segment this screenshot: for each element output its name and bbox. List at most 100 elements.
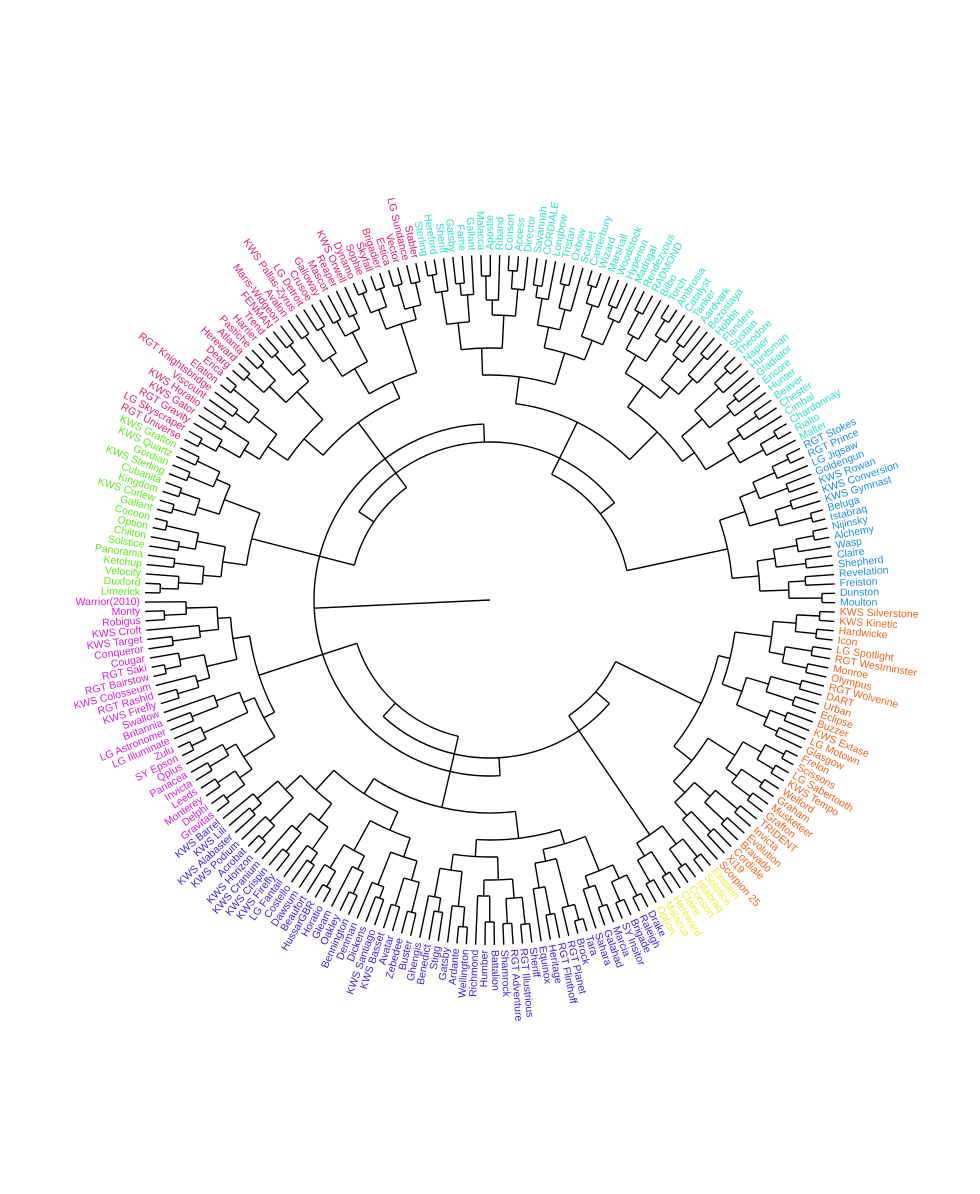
branch <box>806 564 834 569</box>
branch <box>164 613 187 616</box>
branch <box>602 319 615 346</box>
branch <box>165 481 182 489</box>
branch <box>329 844 345 869</box>
leaf-label: Director <box>522 214 538 252</box>
branch <box>682 331 708 363</box>
branch <box>788 482 815 493</box>
branch <box>626 548 728 572</box>
branch <box>714 789 738 810</box>
branch <box>545 912 555 916</box>
branch <box>771 458 789 468</box>
branch <box>306 844 318 854</box>
leaf-label: Malacca <box>474 211 487 251</box>
branch <box>532 258 538 286</box>
branch <box>179 491 201 500</box>
branch <box>693 781 711 797</box>
branch <box>379 272 386 288</box>
branch <box>470 255 475 295</box>
branch <box>298 369 310 382</box>
branch <box>672 344 681 355</box>
branch <box>731 768 742 784</box>
branch <box>344 286 358 314</box>
branch <box>365 896 377 923</box>
branch <box>165 665 182 670</box>
branch <box>528 923 533 943</box>
branch <box>280 325 294 343</box>
branch <box>551 473 628 571</box>
branch <box>181 749 195 757</box>
branch <box>629 431 658 461</box>
branch <box>373 899 385 926</box>
branch <box>739 805 758 820</box>
branch <box>251 349 265 363</box>
branch <box>606 904 615 923</box>
branch <box>682 838 698 858</box>
branch <box>779 516 812 527</box>
branch <box>747 799 763 813</box>
branch <box>391 381 401 399</box>
branch <box>353 820 371 851</box>
branch <box>318 803 333 821</box>
branch <box>660 357 679 381</box>
branch <box>626 874 638 896</box>
branch <box>505 898 509 924</box>
leaf-label: Monty <box>111 605 141 618</box>
branch <box>541 259 548 287</box>
branch <box>721 683 743 692</box>
branch <box>694 387 720 411</box>
branch <box>358 291 368 296</box>
branch <box>352 314 361 329</box>
branch <box>197 506 220 515</box>
branch <box>796 614 820 617</box>
branch <box>610 881 621 902</box>
branch <box>174 562 205 568</box>
branch <box>256 780 279 800</box>
branch <box>222 793 254 820</box>
branch <box>234 770 246 786</box>
branch <box>677 868 689 883</box>
branch <box>149 652 179 659</box>
branch <box>801 679 825 687</box>
branch <box>559 309 566 331</box>
branch <box>215 691 240 702</box>
branch <box>311 826 329 850</box>
branch <box>784 719 810 732</box>
branch <box>535 285 539 298</box>
branch <box>319 299 334 324</box>
branch <box>216 607 220 630</box>
branch <box>776 562 806 568</box>
branch <box>146 624 200 631</box>
branch <box>521 897 526 925</box>
branch <box>474 895 479 945</box>
branch <box>819 610 835 613</box>
branch <box>457 322 462 350</box>
branch <box>283 845 308 878</box>
branch <box>706 828 715 836</box>
branch <box>707 737 736 756</box>
branch <box>358 511 375 523</box>
leaf-label: Shamrock <box>498 949 512 997</box>
branch <box>155 674 196 687</box>
branch <box>582 918 588 932</box>
branch <box>199 628 219 633</box>
branch <box>390 851 418 862</box>
branch <box>559 263 566 284</box>
branch <box>496 856 500 880</box>
branch <box>749 517 778 527</box>
branch <box>632 897 641 912</box>
branch <box>354 368 370 395</box>
branch <box>684 863 697 878</box>
branch <box>265 337 279 353</box>
branch <box>232 369 245 381</box>
branch <box>786 447 801 456</box>
branch <box>251 538 355 566</box>
branch <box>243 449 260 460</box>
leaf-label: Humber <box>478 949 491 987</box>
branch <box>785 749 798 757</box>
leaf-label: Ardante <box>447 948 462 986</box>
branch <box>766 439 797 457</box>
branch <box>568 661 617 717</box>
branch <box>189 712 195 721</box>
branch <box>545 914 552 940</box>
branch <box>145 582 161 585</box>
